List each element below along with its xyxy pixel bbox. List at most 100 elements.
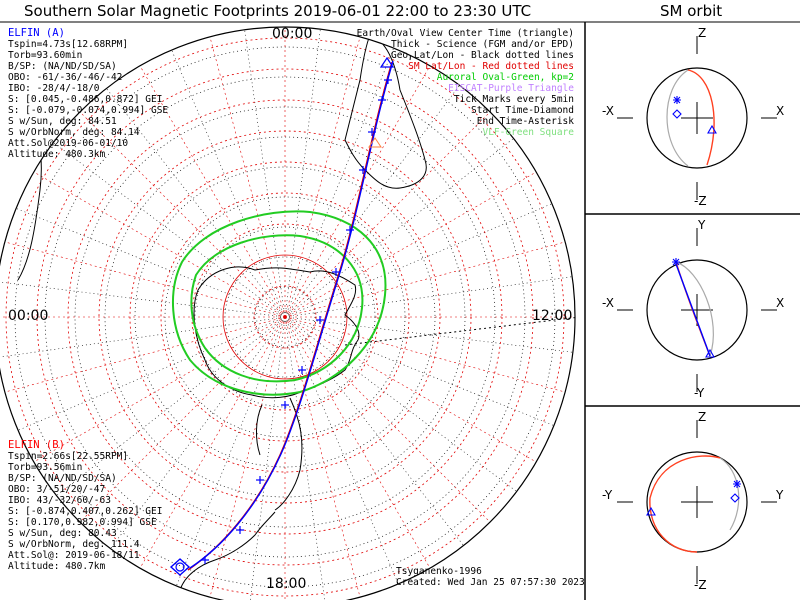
orbit-diamond-marker xyxy=(730,493,740,503)
mlt-label-top: 00:00 xyxy=(272,26,313,42)
elfin-a-line: B/SP: (NA/ND/SD/SA) xyxy=(8,61,117,72)
sm-latitude-circle xyxy=(5,37,565,597)
sm-meridian xyxy=(0,239,286,318)
orbit-asterisk-marker xyxy=(673,96,681,104)
sm-meridian xyxy=(284,57,436,318)
elfin-a-line: Att.Sol@2019-06-01/10 xyxy=(8,138,129,149)
orbit-a-path xyxy=(687,69,715,166)
elfin-a-line: OBO: -61/-36/-46/-42 xyxy=(8,72,123,83)
elfin-a-line: Altitude: 480.3km xyxy=(8,149,106,160)
panel2-axis-bottom: -Y xyxy=(694,386,705,400)
sm-meridian xyxy=(284,27,363,318)
footprint-tracks xyxy=(169,56,395,576)
mlt-label-left: 00:00 xyxy=(8,308,49,324)
coastline-south-america xyxy=(179,511,276,591)
geo-meridian xyxy=(167,40,286,318)
legend-entry: Geo Lat/Lon - Black dotted lines xyxy=(390,50,574,61)
legend-entry: End Time-Asterisk xyxy=(476,116,574,127)
elfin-b-line: Att.Sol@: 2019-06-18/11 xyxy=(8,550,140,561)
sm-meridian xyxy=(134,57,286,318)
elfin-b-line: S: [-0.874,0.407,0.262] GEI xyxy=(8,506,163,517)
sm-meridian xyxy=(284,104,498,318)
created-timestamp: Created: Wed Jan 25 07:57:30 2023 xyxy=(396,577,585,588)
panel2-axis-top: Y xyxy=(698,218,706,232)
sm-latitude-circle xyxy=(36,68,534,566)
legend-entry: EISCAT-Purple Triangle xyxy=(448,83,574,94)
panel3-axis-right: Y xyxy=(776,488,784,502)
start-marker-ring xyxy=(175,562,185,572)
panel1-axis-bottom: -Z xyxy=(694,194,707,208)
elfin-b-line: IBO: 43/-32/60/-63 xyxy=(8,495,111,506)
legend-entry: Earth/Oval View Center Time (triangle) xyxy=(356,28,574,39)
legend-entry: Thick - Science (FGM and/or EPD) xyxy=(390,39,574,50)
orbit-a-footline xyxy=(675,263,711,357)
sm-meridian xyxy=(284,316,436,577)
orbit-asterisk-marker xyxy=(672,258,680,266)
earth-circle xyxy=(646,259,748,361)
elfin-b-line: S: [0.170,0.982,0.994] GSE xyxy=(8,517,157,528)
geo-meridian xyxy=(284,316,403,594)
elfin-a-line: S: [0.045,-0.486,0.872] GEI xyxy=(8,94,163,105)
orbit-panel-2 xyxy=(617,228,777,392)
legend-entry: SM Lat/Lon - Red dotted lines xyxy=(408,61,574,72)
sm-orbit-panels xyxy=(617,36,777,584)
geo-meridian xyxy=(284,199,562,318)
panel1-axis-right: X xyxy=(776,104,785,118)
view-center-triangle xyxy=(379,56,395,68)
legend-entry: VLF-Green Square xyxy=(482,127,574,138)
elfin-a-line: Torb=93.60min xyxy=(8,50,83,61)
sm-meridian xyxy=(0,316,286,395)
sm-meridian xyxy=(134,316,286,577)
sm-meridian xyxy=(25,166,286,318)
coastline-antarctica xyxy=(193,266,360,511)
sm-meridian xyxy=(284,239,575,318)
elfin-b-line: B/SP: (NA/ND/SD/SA) xyxy=(8,473,117,484)
orbit-b-path xyxy=(719,457,740,531)
sm-meridian xyxy=(284,166,545,318)
geo-meridian xyxy=(242,27,286,318)
elfin-b-title: ELFIN (B) xyxy=(8,439,65,451)
elfin-a-line: S w/OrbNorm, deg: 84.14 xyxy=(8,127,140,138)
orbit-asterisk-marker xyxy=(733,480,741,488)
geo-meridian xyxy=(45,136,286,318)
elfin-b-line: S w/OrbNorm, deg: 111.4 xyxy=(8,539,140,550)
sm-meridian xyxy=(284,316,545,468)
orbit-b-path xyxy=(675,261,714,357)
auroral-oval xyxy=(172,210,387,396)
sm-meridian xyxy=(284,316,575,395)
orbit-title: SM orbit xyxy=(660,2,723,20)
sm-meridian xyxy=(72,104,286,318)
sm-meridian xyxy=(207,27,286,318)
elfin-a-line: IBO: -28/4/-18/0 xyxy=(8,83,100,94)
orbit-panel-1 xyxy=(617,36,777,200)
legend-entry: Tick Marks every 5min xyxy=(453,94,574,105)
orbit-a-path xyxy=(649,455,721,553)
elfin-a-line: S: [-0.079,-0.074,0.994] GSE xyxy=(8,105,169,116)
elfin-a-line: S w/Sun, deg: 84.51 xyxy=(8,116,117,127)
elfin-a-info: ELFIN (A) Tspin=4.73s[12.68RPM] Torb=93.… xyxy=(8,28,169,161)
orbit-triangle-marker xyxy=(705,348,715,358)
polar-map xyxy=(0,26,576,600)
credits: Tsyganenko-1996 Created: Wed Jan 25 07:5… xyxy=(396,566,585,588)
sm-meridian xyxy=(25,316,286,468)
sm-grid xyxy=(0,27,575,600)
legend: Earth/Oval View Center Time (triangle) T… xyxy=(357,28,574,138)
orbit-triangle-marker xyxy=(646,506,656,516)
elfin-b-info: ELFIN (B) Tspin=2.66s[22.55RPM] Torb=93.… xyxy=(8,439,163,573)
sm-meridian xyxy=(72,316,286,530)
legend-entry: Auroral Oval-Green, kp=2 xyxy=(436,72,574,83)
sm-meridian xyxy=(284,316,363,600)
panel3-axis-bottom: -Z xyxy=(694,578,707,592)
orbit-b-path xyxy=(666,69,689,167)
orbit-panel-3 xyxy=(617,420,777,584)
panel3-axis-top: Z xyxy=(698,410,707,424)
earth-circle xyxy=(646,67,748,169)
orbit-triangle-marker xyxy=(707,124,717,134)
mlt-label-bottom: 18:00 xyxy=(266,576,307,592)
panel3-axis-left: -Y xyxy=(602,488,613,502)
model-credit: Tsyganenko-1996 xyxy=(396,566,482,577)
mlt-label-right: 12:00 xyxy=(532,308,573,324)
elfin-b-line: Torb=93.56min xyxy=(8,462,83,473)
panel1-axis-left: -X xyxy=(602,104,614,118)
